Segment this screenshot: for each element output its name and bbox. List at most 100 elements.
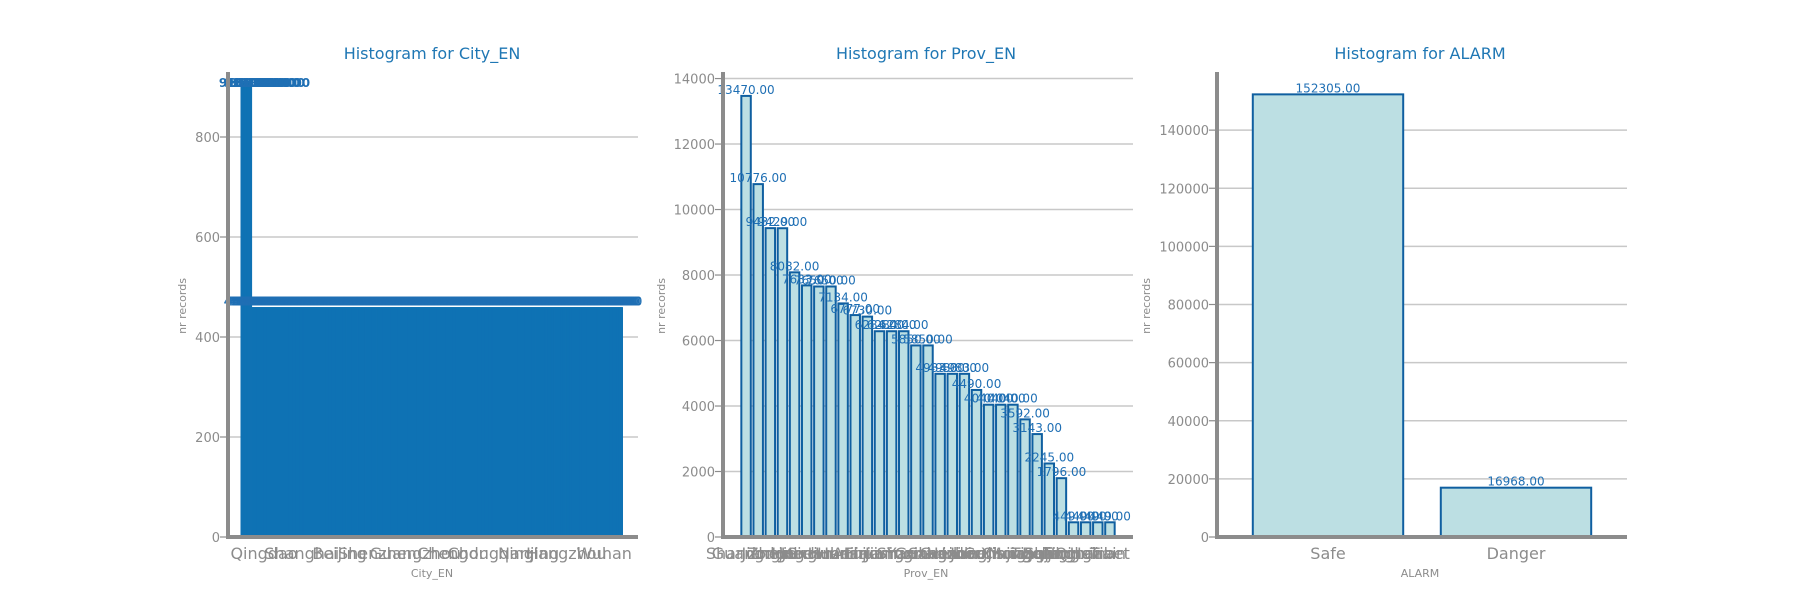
city-histogram-data-label: 459.00 [313,295,355,309]
prov-histogram-bar [982,403,995,538]
city-histogram-data-label: 459.00 [319,295,361,309]
city-histogram-data-label: 459.00 [596,295,638,309]
prov-histogram-data-label: 4040.00 [976,392,1026,406]
city-histogram-data-label: 459.00 [265,295,307,309]
city-histogram-data-label: 459.00 [348,295,390,309]
city-histogram-data-label: 459.00 [317,295,359,309]
prov-histogram-data-label: 5850.00 [891,332,941,346]
prov-histogram-data-label: 7134.00 [818,290,868,304]
city-histogram-data-label: 459.00 [585,295,627,309]
prov-ytick-label: 10000 [674,204,715,219]
city-histogram-data-label: 459.00 [499,295,541,309]
prov-histogram-data-label: 7650.00 [806,273,856,287]
city-histogram-data-label: 459.00 [528,295,570,309]
prov-histogram-xtick-label: Yunnan [886,544,945,563]
prov-histogram-xtick-label: Shandong [706,544,786,563]
alarm-xtick-labels: Safe Danger [1310,544,1546,563]
city-bars [226,80,623,539]
city-histogram-data-label: 459.00 [586,295,628,309]
city-histogram-data-label: 459.00 [560,295,602,309]
city-histogram-data-label: 459.00 [531,295,573,309]
city-histogram-data-label: 459.00 [561,295,603,309]
city-histogram-data-label: 459.00 [263,295,305,309]
prov-histogram-bar [873,330,886,538]
prov-histogram-data-label: 7650.00 [794,273,844,287]
city-histogram-data-label: 459.00 [312,295,354,309]
city-histogram-data-label: 459.00 [591,295,633,309]
city-histogram-data-label: 459.00 [388,295,430,309]
city-histogram-data-label: 459.00 [454,295,496,309]
prov-histogram-xlabel: Prov_EN [904,567,949,580]
city-histogram-data-label: 459.00 [286,295,328,309]
prov-histogram-bar [800,284,813,539]
city-histogram-data-label: 459.00 [524,295,566,309]
city-histogram-data-label: 459.00 [285,295,327,309]
city-histogram-data-label: 459.00 [277,295,319,309]
city-histogram-title: Histogram for City_EN [344,44,521,64]
city-histogram-data-label: 910.00 [249,76,295,90]
city-histogram-data-label: 459.00 [376,295,418,309]
prov-ytick-label: 8000 [682,269,715,284]
city-histogram-data-label: 459.00 [418,295,460,309]
city-histogram-data-label: 459.00 [442,295,484,309]
prov-histogram-bar [1055,477,1068,538]
city-histogram-xtick-label: Chengdu [417,544,489,563]
prov-xtick-labels: ShandongGuangdongJiangsuZhejiangHebeiHen… [706,544,1130,563]
city-histogram-data-label: 459.00 [460,295,502,309]
city-histogram-data-label: 459.00 [537,295,579,309]
city-histogram-data-label: 459.00 [582,295,624,309]
city-histogram-data-label: 459.00 [583,295,625,309]
city-histogram-data-label: 459.00 [320,295,362,309]
prov-ytick-label: 6000 [682,335,715,350]
city-histogram-data-label: 459.00 [228,295,270,309]
city-histogram-data-label: 459.00 [486,295,528,309]
city-histogram-data-label: 459.00 [242,295,284,309]
city-histogram-data-label: 459.00 [424,295,466,309]
alarm-histogram-xtick-label: Safe [1310,544,1345,563]
city-histogram-data-label: 459.00 [592,295,634,309]
alarm-histogram-panel: Histogram for ALARM nr records ALARM 0 20… [1140,44,1627,580]
city-histogram-data-label: 459.00 [349,295,391,309]
city-ytick-label: 400 [195,331,220,346]
city-histogram-data-label: 459.00 [407,295,449,309]
city-histogram-data-label: 459.00 [535,295,577,309]
city-histogram-data-label: 910.00 [264,76,310,90]
city-histogram-ylabel: nr records [176,278,189,334]
city-histogram-data-label: 459.00 [397,295,439,309]
city-histogram-data-label: 459.00 [292,295,334,309]
prov-histogram-xtick-label: Anhui [832,544,878,563]
city-histogram-data-label: 459.00 [245,295,287,309]
city-histogram-data-label: 459.00 [459,295,501,309]
city-histogram-data-label: 459.00 [330,295,372,309]
prov-histogram-data-label: 10776.00 [730,171,787,185]
prov-histogram-xtick-label: Jiangsu [740,544,799,563]
city-histogram-data-label: 459.00 [446,295,488,309]
city-histogram-data-label: 459.00 [522,295,564,309]
city-histogram-data-label: 459.00 [306,295,348,309]
city-histogram-data-label: 459.00 [261,295,303,309]
city-histogram-data-label: 459.00 [403,295,445,309]
city-histogram-data-label: 459.00 [267,295,309,309]
city-histogram-data-label: 459.00 [287,295,329,309]
prov-histogram-bar [825,285,837,538]
alarm-histogram-xlabel: ALARM [1401,567,1440,580]
prov-histogram-data-label: 6284.00 [855,318,905,332]
prov-histogram-bar [1067,521,1080,538]
prov-histogram-bar [861,315,874,539]
city-histogram-data-label: 459.00 [300,295,342,309]
city-histogram-data-label: 459.00 [506,295,548,309]
city-histogram-data-label: 459.00 [274,295,316,309]
city-histogram-data-label: 459.00 [279,295,321,309]
city-histogram-data-label: 459.00 [322,295,364,309]
prov-histogram-data-label: 449.00 [1065,509,1107,523]
city-histogram-data-label: 459.00 [517,295,559,309]
city-histogram-data-label: 459.00 [303,295,345,309]
city-histogram-data-label: 459.00 [368,295,410,309]
city-histogram-data-label: 459.00 [371,295,413,309]
city-histogram-data-label: 459.00 [463,295,505,309]
city-histogram-data-label: 459.00 [498,295,540,309]
alarm-histogram-ylabel: nr records [1140,278,1153,334]
city-histogram-data-label: 459.00 [440,295,482,309]
prov-ytick-label: 12000 [674,138,715,153]
